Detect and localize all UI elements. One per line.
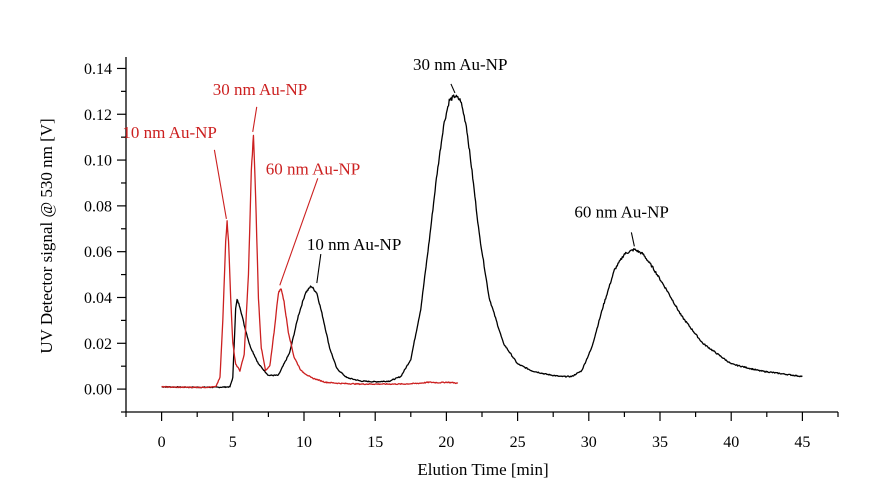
- annotation-label: 60 nm Au-NP: [266, 159, 360, 178]
- x-tick-label: 10: [296, 434, 312, 451]
- x-tick-label: 40: [723, 434, 739, 451]
- annotation-leader-line: [213, 149, 227, 219]
- annotation-leader-line: [279, 178, 319, 286]
- annotation-label: 60 nm Au-NP: [574, 202, 668, 221]
- annotation: 30 nm Au-NP: [413, 55, 507, 94]
- x-tick-label: 15: [367, 434, 383, 451]
- x-tick-label: 25: [510, 434, 526, 451]
- y-tick-label: 0.08: [84, 198, 112, 215]
- annotation: 60 nm Au-NP: [574, 202, 669, 247]
- annotation-leader-line: [252, 106, 258, 132]
- y-tick-label: 0.04: [84, 290, 112, 307]
- y-tick-label: 0.06: [84, 244, 112, 261]
- annotation-label: 10 nm Au-NP: [307, 235, 401, 254]
- y-tick-label: 0.02: [84, 336, 112, 353]
- axes: 0 5 10 15 20 25 30 35 40 45 0.00 0.02 0.04 0.06 0.08 0.…: [84, 57, 839, 451]
- x-tick-label: 45: [794, 434, 810, 451]
- x-axis-label: Elution Time [min]: [417, 460, 548, 479]
- annotation: 10 nm Au-NP: [122, 123, 227, 219]
- annotation: 10 nm Au-NP: [307, 235, 401, 284]
- x-tick-label: 35: [652, 434, 668, 451]
- y-tick-label: 0.10: [84, 153, 112, 170]
- annotation-layer: 30 nm Au-NP 60 nm Au-NP 10 nm Au-NP 30 nm A…: [122, 55, 669, 286]
- annotation-label: 30 nm Au-NP: [213, 80, 307, 99]
- annotation-leader-line: [450, 83, 456, 94]
- x-tick-label: 20: [438, 434, 454, 451]
- annotation-leader-line: [316, 253, 322, 284]
- x-tick-label: 0: [158, 434, 166, 451]
- annotation-leader-line: [630, 232, 635, 247]
- annotation: 60 nm Au-NP: [266, 159, 360, 286]
- y-axis-label: UV Detector signal @ 530 nm [V]: [37, 118, 56, 353]
- annotation-label: 30 nm Au-NP: [413, 55, 507, 74]
- series-line-red: [161, 134, 459, 389]
- annotation: 30 nm Au-NP: [213, 80, 307, 132]
- annotation-label: 10 nm Au-NP: [122, 123, 216, 142]
- series-line-black: [161, 94, 803, 389]
- series-layer: [161, 94, 803, 389]
- y-tick-label: 0.12: [84, 107, 112, 124]
- x-tick-label: 5: [229, 434, 237, 451]
- y-tick-label: 0.00: [84, 382, 112, 399]
- y-tick-label: 0.14: [84, 61, 112, 78]
- x-tick-label: 30: [581, 434, 597, 451]
